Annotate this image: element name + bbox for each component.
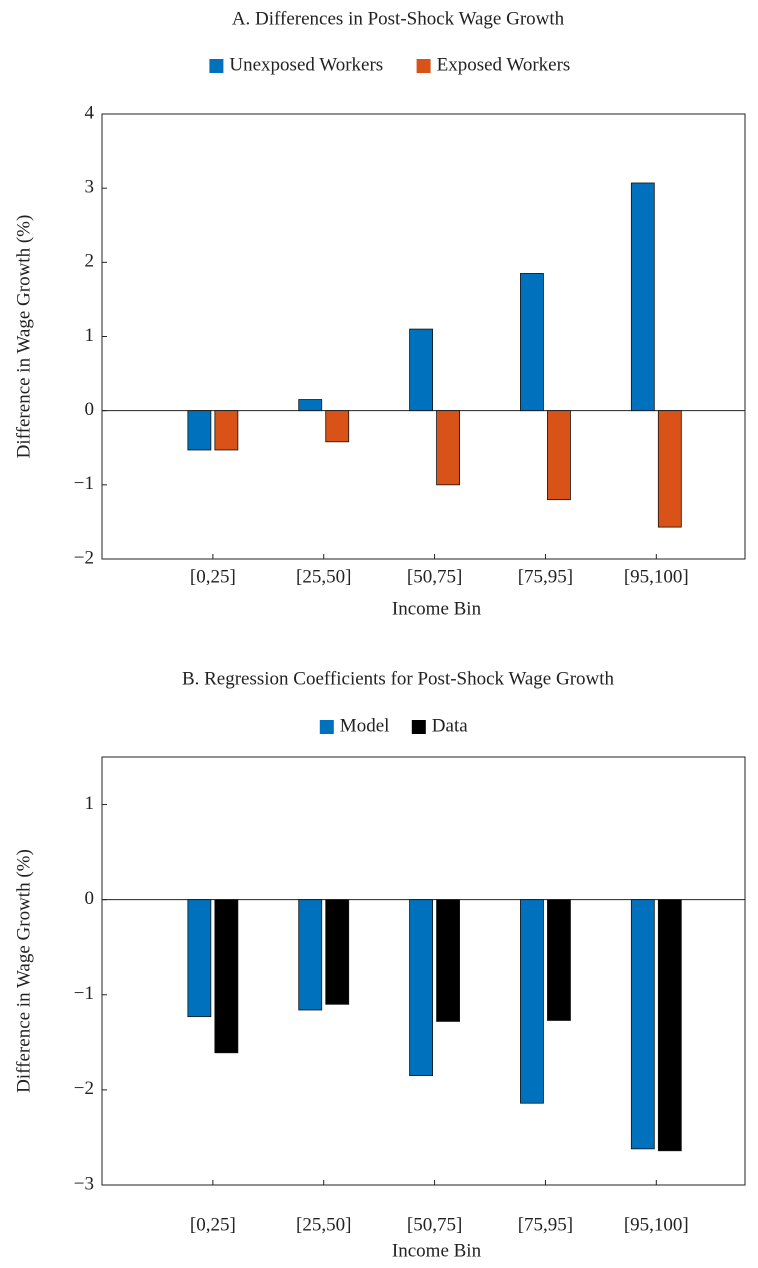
y-tick-label: −3 (74, 1173, 94, 1194)
legend-label: Model (340, 715, 390, 736)
x-tick-label: [25,50] (296, 566, 351, 587)
y-axis-label: Difference in Wage Growth (%) (13, 215, 34, 459)
x-tick-label: [75,95] (518, 566, 573, 587)
legend-swatch (209, 59, 224, 73)
y-tick-label: 1 (85, 325, 95, 346)
legend-swatch (319, 720, 334, 734)
bar (214, 899, 239, 1054)
y-tick-label: 0 (85, 888, 95, 909)
bar (298, 899, 323, 1011)
x-tick-label: [50,75] (407, 1214, 462, 1235)
bar (187, 410, 212, 451)
x-axis-label: Income Bin (392, 598, 482, 619)
bar (436, 410, 460, 486)
y-tick-label: 0 (85, 399, 95, 420)
legend-swatch (411, 720, 426, 734)
legend-label: Data (432, 715, 468, 736)
x-tick-label: [75,95] (518, 1214, 573, 1235)
y-tick-label: 2 (85, 251, 95, 272)
bar (214, 410, 239, 451)
bar (630, 899, 655, 1150)
x-tick-label: [95,100] (624, 1214, 689, 1235)
bar (298, 399, 323, 412)
chart-title: A. Differences in Post-Shock Wage Growth (232, 8, 565, 29)
bar (630, 182, 655, 412)
y-tick-label: −2 (74, 547, 94, 568)
x-tick-label: [95,100] (624, 566, 689, 587)
y-tick-label: −1 (74, 983, 94, 1004)
bar (657, 899, 682, 1152)
legend-label: Unexposed Workers (229, 54, 383, 75)
bar (187, 899, 212, 1018)
x-tick-label: [0,25] (190, 566, 236, 587)
y-axis-label: Difference in Wage Growth (%) (13, 849, 34, 1093)
plot-frame (101, 756, 746, 1186)
x-tick-label: [0,25] (190, 1214, 236, 1235)
legend-swatch (416, 59, 431, 73)
bar (547, 899, 571, 1021)
x-axis-label: Income Bin (392, 1240, 482, 1261)
bar (520, 273, 544, 412)
x-tick-label: [25,50] (296, 1214, 351, 1235)
y-tick-label: 3 (85, 177, 95, 198)
bar (325, 410, 350, 443)
y-tick-label: 4 (85, 102, 95, 123)
y-tick-label: −1 (74, 473, 94, 494)
bar (409, 328, 433, 412)
x-tick-label: [50,75] (407, 566, 462, 587)
bar (520, 899, 544, 1104)
legend-label: Exposed Workers (437, 54, 571, 75)
bar (436, 899, 460, 1022)
bar (325, 899, 350, 1005)
bar (409, 899, 433, 1077)
y-tick-label: −2 (74, 1078, 94, 1099)
y-tick-label: 1 (85, 793, 95, 814)
bar (657, 410, 682, 528)
bar (547, 410, 571, 501)
chart-title: B. Regression Coefficients for Post-Shoc… (182, 668, 615, 689)
